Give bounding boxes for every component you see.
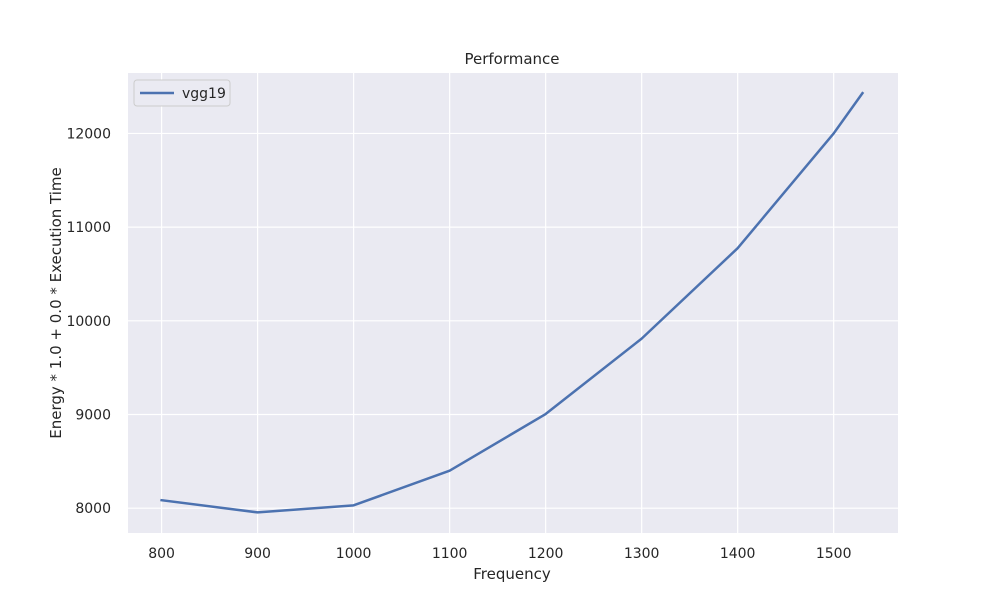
x-tick-labels: 800 900 1000 1100 1200 1300 1400 1500 xyxy=(148,546,851,562)
x-tick-label: 1100 xyxy=(432,546,468,562)
x-tick-label: 1400 xyxy=(720,546,756,562)
x-tick-label: 800 xyxy=(148,546,175,562)
legend-label-vgg19: vgg19 xyxy=(182,86,226,102)
grid-lines xyxy=(128,73,898,533)
y-tick-label: 9000 xyxy=(75,407,111,423)
x-tick-label: 1300 xyxy=(624,546,660,562)
x-tick-label: 1500 xyxy=(816,546,852,562)
chart-title: Performance xyxy=(464,50,559,68)
x-tick-label: 1000 xyxy=(336,546,372,562)
x-axis-label: Frequency xyxy=(473,565,551,583)
legend-box xyxy=(133,79,231,107)
plot-background xyxy=(128,73,898,533)
series-line-vgg19 xyxy=(160,91,865,514)
y-tick-label: 8000 xyxy=(75,501,111,517)
x-tick-label: 900 xyxy=(244,546,271,562)
y-tick-labels: 8000 9000 10000 11000 12000 xyxy=(66,126,111,517)
y-tick-label: 10000 xyxy=(66,314,111,330)
series-layer xyxy=(160,91,865,514)
y-tick-label: 12000 xyxy=(66,126,111,142)
legend: vgg19 xyxy=(133,79,231,107)
y-tick-label: 11000 xyxy=(66,220,111,236)
x-tick-label: 1200 xyxy=(528,546,564,562)
y-axis-label: Energy * 1.0 + 0.0 * Execution Time xyxy=(47,167,65,439)
